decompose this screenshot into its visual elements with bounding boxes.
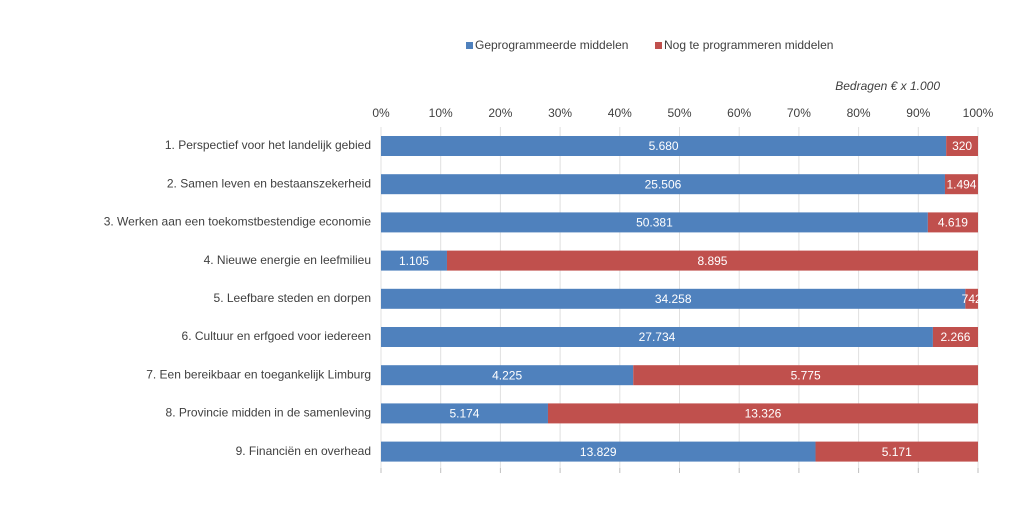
x-tick-label: 20%	[488, 106, 512, 120]
bar-segment	[927, 212, 978, 233]
bar-segment	[381, 365, 634, 386]
y-tick-label: 3. Werken aan een toekomstbestendige eco…	[104, 215, 372, 229]
bar-segment	[547, 403, 978, 424]
data-label: 50.381	[636, 216, 673, 230]
data-label: 2.266	[940, 330, 970, 344]
x-tick-label: 40%	[608, 106, 632, 120]
data-label: 25.506	[645, 177, 682, 191]
data-label: 5.680	[649, 139, 679, 153]
bar-segment	[446, 250, 978, 271]
x-tick-label: 90%	[906, 106, 930, 120]
bar-segment	[381, 136, 947, 156]
x-tick-label: 30%	[548, 106, 572, 120]
data-label: 4.619	[938, 216, 968, 230]
data-label: 5.775	[791, 368, 821, 382]
data-label: 34.258	[655, 292, 692, 306]
legend-label: Nog te programmeren middelen	[664, 38, 833, 52]
bar-segment	[815, 441, 978, 462]
x-tick-label: 50%	[667, 106, 691, 120]
data-label: 4.225	[492, 368, 522, 382]
bar-segment	[633, 365, 978, 386]
x-tick-label: 0%	[372, 106, 390, 120]
bar-segment	[932, 327, 978, 347]
data-label: 742	[962, 292, 982, 306]
legend-swatch	[655, 42, 662, 49]
bar-segment	[946, 136, 978, 156]
x-tick-label: 10%	[429, 106, 453, 120]
bar-segment	[381, 212, 928, 233]
y-tick-label: 5. Leefbare steden en dorpen	[214, 291, 371, 305]
legend-swatch	[466, 42, 473, 49]
y-tick-label: 9. Financiën en overhead	[236, 444, 371, 458]
data-label: 5.171	[882, 445, 912, 459]
y-tick-label: 2. Samen leven en bestaanszekerheid	[167, 176, 371, 190]
y-tick-label: 6. Cultuur en erfgoed voor iedereen	[182, 329, 371, 343]
bar-segment	[381, 288, 966, 309]
legend-label: Geprogrammeerde middelen	[475, 38, 628, 52]
y-tick-label: 8. Provincie midden in de samenleving	[166, 406, 371, 420]
y-tick-label: 7. Een bereikbaar en toegankelijk Limbur…	[146, 367, 371, 381]
bar-segment	[381, 327, 933, 347]
data-label: 13.326	[745, 407, 782, 421]
bar-segment	[381, 441, 816, 462]
data-label: 27.734	[639, 330, 676, 344]
annotation: Bedragen € x 1.000	[835, 79, 940, 93]
bar-segment	[965, 288, 978, 309]
x-tick-label: 60%	[727, 106, 751, 120]
data-label: 8.895	[697, 254, 727, 268]
data-label: 5.174	[449, 407, 479, 421]
data-label: 13.829	[580, 445, 617, 459]
y-tick-label: 4. Nieuwe energie en leefmilieu	[204, 253, 371, 267]
bar-segment	[381, 174, 945, 195]
data-label: 1.105	[399, 254, 429, 268]
y-tick-label: 1. Perspectief voor het landelijk gebied	[165, 138, 371, 152]
bar-segment	[381, 250, 447, 271]
data-label: 1.494	[946, 177, 976, 191]
bar-segment	[944, 174, 978, 195]
x-tick-label: 100%	[963, 106, 994, 120]
x-tick-label: 80%	[847, 106, 871, 120]
data-label: 320	[952, 139, 972, 153]
bar-segment	[381, 403, 548, 424]
x-tick-label: 70%	[787, 106, 811, 120]
